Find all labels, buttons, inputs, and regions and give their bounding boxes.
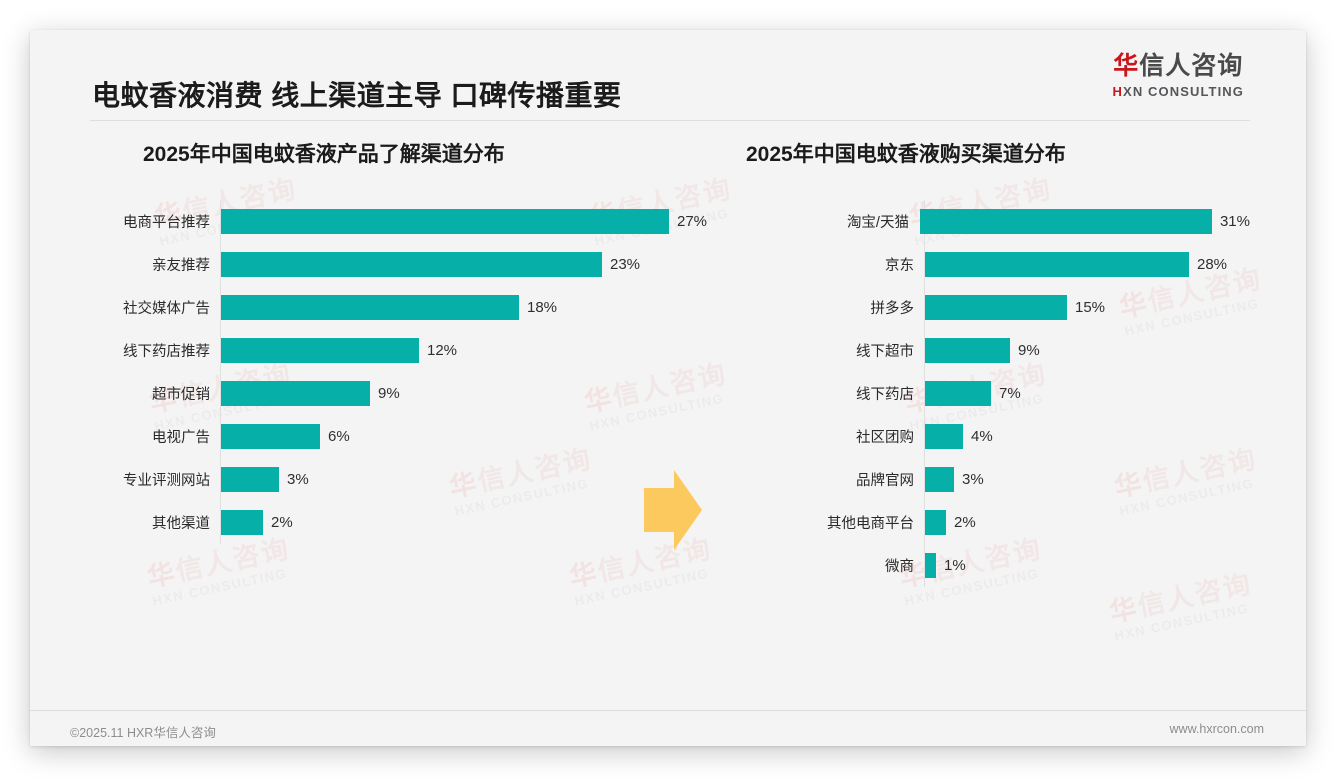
purchase-channel-bar-chart: 淘宝/天猫 31% 京东 28% 拼多多 15% 线下超市 9% 线下药店 7% 社区团购 4% 品牌官… [730, 200, 1250, 587]
bar-category-label: 其他渠道 [152, 516, 210, 532]
bar-category-label: 京东 [885, 258, 914, 274]
bar-category-label: 微商 [885, 559, 914, 575]
bar-category-label: 社区团购 [856, 430, 914, 446]
bar-value-label: 15% [1075, 299, 1106, 316]
bar [221, 252, 602, 277]
bar [221, 338, 419, 363]
bar [925, 467, 954, 492]
chart-bar-row: 京东 28% [730, 243, 1250, 286]
bar [221, 295, 519, 320]
bar-category-label: 拼多多 [870, 301, 915, 317]
bar-category-label: 线下药店推荐 [123, 344, 210, 360]
bar [925, 252, 1189, 277]
logo-en-rest: XN CONSULTING [1123, 84, 1244, 99]
right-chart-panel: 2025年中国电蚊香液购买渠道分布 [730, 138, 1250, 168]
bar-value-label: 2% [954, 514, 976, 531]
bar-value-label: 12% [427, 342, 458, 359]
chart-rows: 电商平台推荐 27% 亲友推荐 23% 社交媒体广告 18% 线下药店推荐 12% 超市促销 9%… [88, 200, 708, 544]
page-title: 电蚊香液消费 线上渠道主导 口碑传播重要 [92, 80, 622, 111]
bar [925, 338, 1010, 363]
chart-bar-row: 其他电商平台 2% [730, 501, 1250, 544]
chart-bar-row: 社交媒体广告 18% [88, 286, 708, 329]
chart-rows: 淘宝/天猫 31% 京东 28% 拼多多 15% 线下超市 9% 线下药店 7% 社区团购 4% 品牌官… [730, 200, 1250, 587]
bar-value-label: 6% [328, 428, 350, 445]
chart-bar-row: 亲友推荐 23% [88, 243, 708, 286]
bar [925, 553, 936, 578]
chart-bar-row: 拼多多 15% [730, 286, 1250, 329]
bar-category-label: 社交媒体广告 [123, 301, 210, 317]
bar-category-label: 淘宝/天猫 [846, 215, 909, 231]
bar-value-label: 18% [527, 299, 558, 316]
bar-category-label: 品牌官网 [856, 473, 914, 489]
bar [221, 467, 279, 492]
chart-bar-row: 淘宝/天猫 31% [730, 200, 1250, 243]
logo-cn-rest: 信人咨询 [1139, 52, 1244, 80]
slide-header: 电蚊香液消费 线上渠道主导 口碑传播重要 华信人咨询 HXN CONSULTIN… [30, 30, 1306, 121]
bar-value-label: 31% [1219, 213, 1250, 230]
chart-bar-row: 线下超市 9% [730, 329, 1250, 372]
left-chart-title: 2025年中国电蚊香液产品了解渠道分布 [143, 143, 505, 166]
chart-bar-row: 其他渠道 2% [88, 501, 708, 544]
bar [925, 424, 963, 449]
left-chart-panel: 2025年中国电蚊香液产品了解渠道分布 [88, 138, 688, 168]
chart-bar-row: 品牌官网 3% [730, 458, 1250, 501]
watermark-english-text: HXN CONSULTING [151, 565, 289, 609]
bar [925, 510, 946, 535]
bar-value-label: 23% [610, 256, 641, 273]
bar-category-label: 超市促销 [152, 387, 210, 403]
chart-bar-row: 线下药店推荐 12% [88, 329, 708, 372]
bar [221, 381, 370, 406]
footer-copyright: ©2025.11 HXR华信人咨询 [70, 726, 216, 740]
bar-value-label: 7% [999, 385, 1021, 402]
chart-bar-row: 电商平台推荐 27% [88, 200, 708, 243]
footer-website[interactable]: www.hxrcon.com [1169, 722, 1264, 736]
header-divider [90, 120, 1250, 121]
right-chart-title: 2025年中国电蚊香液购买渠道分布 [746, 143, 1066, 166]
chart-axis-line [220, 200, 221, 544]
chart-bar-row: 专业评测网站 3% [88, 458, 708, 501]
bar [221, 209, 669, 234]
bar-category-label: 亲友推荐 [152, 258, 210, 274]
bar-value-label: 3% [287, 471, 309, 488]
chart-bar-row: 社区团购 4% [730, 415, 1250, 458]
bar [919, 209, 1212, 234]
bar-category-label: 专业评测网站 [123, 473, 210, 489]
flow-arrow-icon [644, 470, 702, 550]
chart-bar-row: 微商 1% [730, 544, 1250, 587]
logo-hua-char: 华 [1113, 52, 1140, 80]
bar-value-label: 4% [971, 428, 993, 445]
company-logo: 华信人咨询 HXN CONSULTING [1113, 54, 1244, 99]
bar [925, 295, 1067, 320]
arrow-right-shape [644, 470, 702, 550]
watermark-english-text: HXN CONSULTING [573, 565, 711, 609]
chart-bar-row: 电视广告 6% [88, 415, 708, 458]
bar [221, 424, 320, 449]
watermark-english-text: HXN CONSULTING [1113, 600, 1251, 644]
logo-h-char: H [1112, 84, 1124, 99]
bar-value-label: 2% [271, 514, 293, 531]
bar [925, 381, 991, 406]
logo-english-text: HXN CONSULTING [1113, 85, 1244, 98]
awareness-channel-bar-chart: 电商平台推荐 27% 亲友推荐 23% 社交媒体广告 18% 线下药店推荐 12% 超市促销 9%… [88, 200, 708, 544]
bar [221, 510, 263, 535]
bar-category-label: 其他电商平台 [827, 516, 914, 532]
chart-bar-row: 超市促销 9% [88, 372, 708, 415]
bar-value-label: 3% [962, 471, 984, 488]
bar-category-label: 线下超市 [856, 344, 914, 360]
bar-value-label: 9% [378, 385, 400, 402]
bar-value-label: 28% [1197, 256, 1228, 273]
bar-category-label: 线下药店 [856, 387, 914, 403]
chart-axis-line [924, 200, 925, 587]
bar-value-label: 1% [944, 557, 966, 574]
chart-bar-row: 线下药店 7% [730, 372, 1250, 415]
footer-bar: ©2025.11 HXR华信人咨询 www.hxrcon.com [30, 710, 1306, 746]
bar-category-label: 电视广告 [152, 430, 210, 446]
bar-value-label: 27% [677, 213, 708, 230]
bar-value-label: 9% [1018, 342, 1040, 359]
logo-chinese-text: 华信人咨询 [1113, 54, 1244, 79]
bar-category-label: 电商平台推荐 [123, 215, 210, 231]
